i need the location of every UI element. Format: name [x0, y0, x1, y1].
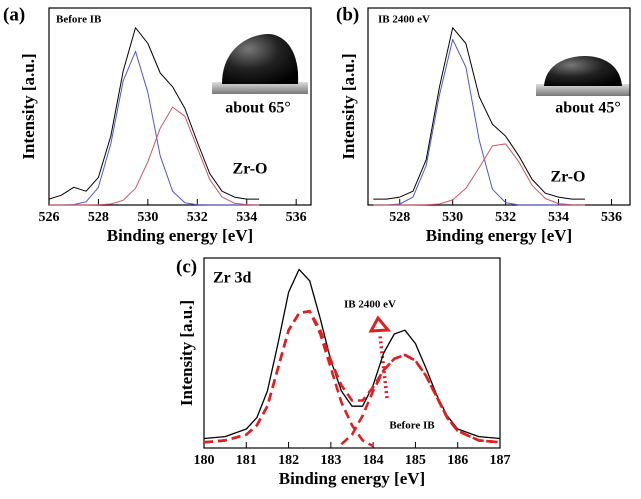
- x-axis-label: Binding energy [eV]: [426, 226, 572, 245]
- droplet-image: [536, 56, 630, 96]
- x-tick-label: 186: [447, 453, 468, 468]
- series-line: [49, 50, 260, 206]
- x-tick-label: 526: [39, 210, 60, 225]
- x-tick-label: 183: [320, 453, 341, 468]
- series-label: Before IB: [389, 420, 435, 432]
- x-axis-label: Binding energy [eV]: [107, 226, 253, 245]
- x-tick-label: 536: [601, 210, 622, 225]
- x-tick-label: 180: [194, 453, 215, 468]
- x-tick-label: 530: [137, 210, 158, 225]
- series-line: [373, 39, 585, 206]
- x-tick-label: 532: [187, 210, 208, 225]
- series-line: [203, 309, 374, 448]
- panel-label: (c): [176, 256, 197, 277]
- x-tick-label: 185: [405, 453, 426, 468]
- x-tick-label: 534: [548, 210, 569, 225]
- x-axis-label: Binding energy [eV]: [279, 469, 425, 488]
- plot-frame: [48, 7, 312, 206]
- series-line: [340, 353, 501, 446]
- panel-label: (b): [336, 4, 359, 25]
- annotation: Before IB: [56, 14, 102, 26]
- x-tick-label: 184: [363, 453, 384, 468]
- y-axis-label: Intensity [a.u.]: [19, 53, 38, 159]
- annotation: Zr-O: [551, 169, 586, 186]
- series-label: IB 2400 eV: [344, 299, 396, 311]
- droplet-image: [212, 34, 308, 94]
- series-line: [49, 106, 260, 206]
- x-tick-label: 528: [88, 210, 109, 225]
- arrow: [368, 315, 392, 399]
- x-tick-label: 182: [278, 453, 299, 468]
- x-tick-label: 528: [389, 210, 410, 225]
- annotation: Zr 3d: [213, 270, 251, 287]
- annotation: IB 2400 eV: [378, 14, 430, 26]
- series-line: [203, 268, 501, 440]
- x-tick-label: 187: [490, 453, 511, 468]
- x-tick-label: 532: [495, 210, 516, 225]
- x-tick-label: 536: [286, 210, 307, 225]
- series-line: [373, 27, 585, 200]
- annotation: Zr-O: [233, 161, 268, 178]
- y-axis-label: Intensity [a.u.]: [177, 300, 196, 406]
- series-line: [373, 143, 586, 206]
- panel-label: (a): [3, 4, 25, 25]
- plot-frame: [203, 257, 501, 449]
- annotation: about 45°: [555, 100, 621, 117]
- y-axis-label: Intensity [a.u.]: [339, 53, 358, 159]
- series-line: [203, 309, 501, 444]
- x-tick-label: 530: [442, 210, 463, 225]
- annotation: about 65°: [225, 100, 291, 117]
- series-line: [48, 27, 260, 200]
- plot-frame: [367, 7, 631, 206]
- x-tick-label: 534: [236, 210, 257, 225]
- x-tick-label: 181: [236, 453, 257, 468]
